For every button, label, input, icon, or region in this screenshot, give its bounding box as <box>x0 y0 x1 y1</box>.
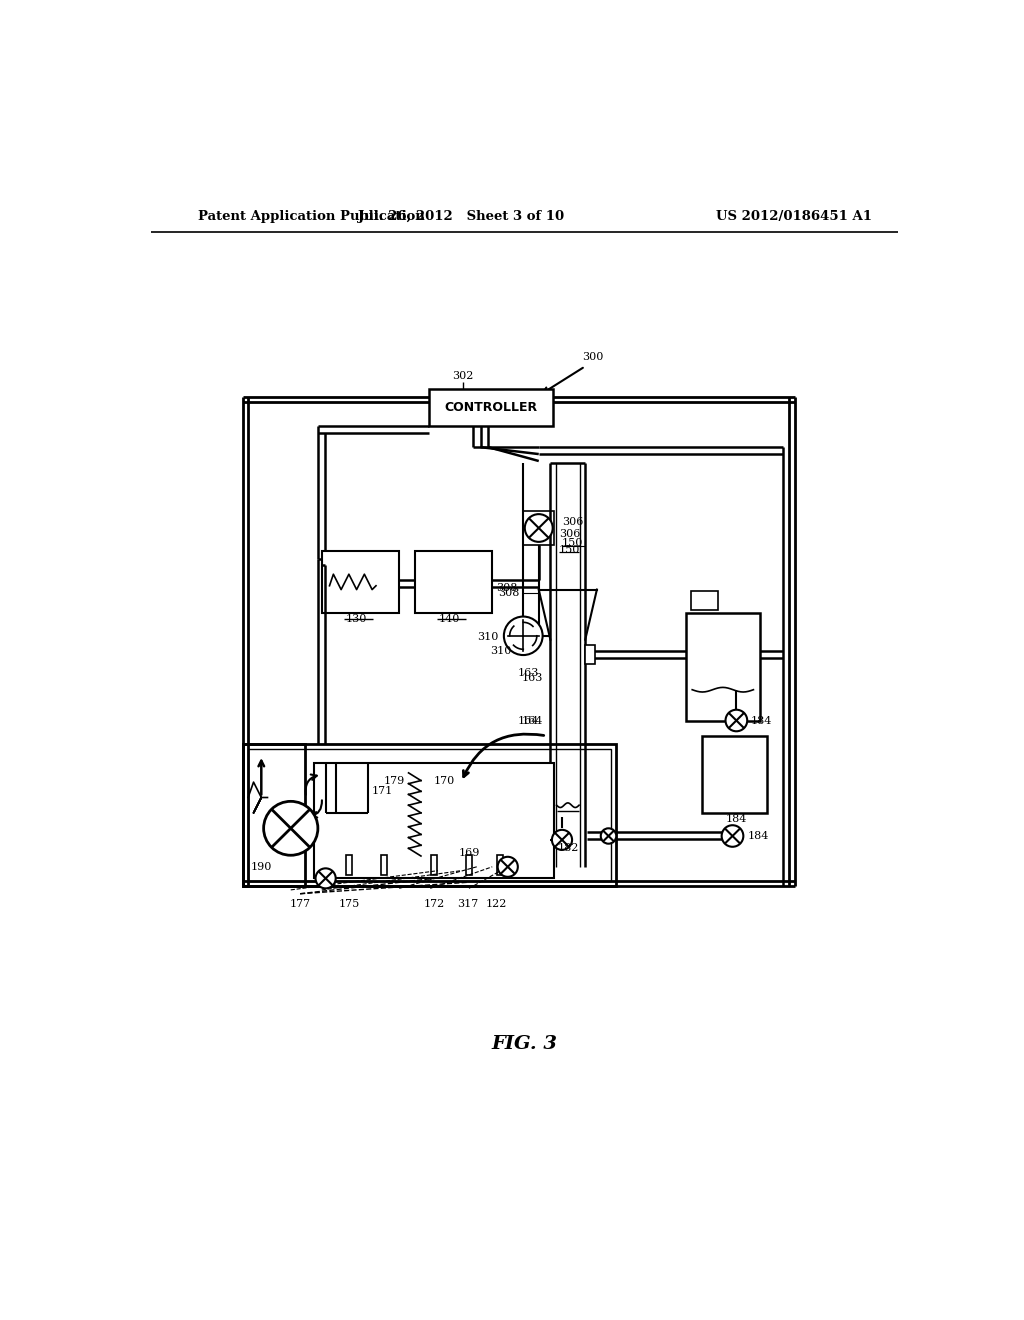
Text: 171: 171 <box>372 787 393 796</box>
Text: 172: 172 <box>424 899 444 908</box>
Text: 308: 308 <box>496 583 517 593</box>
Text: 150: 150 <box>562 539 584 548</box>
Text: Patent Application Publication: Patent Application Publication <box>198 210 425 223</box>
Circle shape <box>722 825 743 847</box>
Bar <box>243 743 616 886</box>
Circle shape <box>552 830 572 850</box>
Bar <box>415 552 493 612</box>
Circle shape <box>726 710 748 731</box>
Text: 184: 184 <box>748 832 769 841</box>
Bar <box>314 763 554 878</box>
Text: 184: 184 <box>751 715 772 726</box>
Bar <box>322 552 399 612</box>
Text: 122: 122 <box>485 899 507 908</box>
Text: US 2012/0186451 A1: US 2012/0186451 A1 <box>717 210 872 223</box>
Text: 163: 163 <box>521 673 543 684</box>
Text: 130: 130 <box>346 614 368 624</box>
Text: 169: 169 <box>459 847 479 858</box>
Text: 306: 306 <box>559 529 581 539</box>
Bar <box>243 743 305 886</box>
Text: 177: 177 <box>290 899 310 908</box>
Bar <box>686 612 760 721</box>
Bar <box>248 748 611 880</box>
Text: 150: 150 <box>559 545 581 554</box>
Bar <box>381 855 387 874</box>
Text: 170: 170 <box>434 776 456 785</box>
Text: 164: 164 <box>517 715 539 726</box>
Text: 317: 317 <box>457 899 478 908</box>
Bar <box>586 645 595 664</box>
Bar <box>466 855 472 874</box>
Text: 182: 182 <box>558 842 580 853</box>
Bar <box>701 737 767 813</box>
Circle shape <box>498 857 518 876</box>
Bar <box>346 855 352 874</box>
Bar <box>431 855 437 874</box>
Circle shape <box>524 513 553 543</box>
Bar <box>497 855 503 874</box>
Text: 310: 310 <box>490 647 512 656</box>
Circle shape <box>504 616 543 655</box>
Text: FIG. 3: FIG. 3 <box>492 1035 558 1053</box>
Bar <box>523 511 554 545</box>
Text: Jul. 26, 2012   Sheet 3 of 10: Jul. 26, 2012 Sheet 3 of 10 <box>358 210 564 223</box>
Text: 306: 306 <box>562 517 584 527</box>
Text: 300: 300 <box>583 352 604 362</box>
Text: 140: 140 <box>439 614 461 624</box>
Text: 164: 164 <box>521 715 543 726</box>
Text: 163: 163 <box>517 668 539 677</box>
Text: 175: 175 <box>338 899 359 908</box>
Text: 184: 184 <box>726 814 748 824</box>
Text: CONTROLLER: CONTROLLER <box>444 401 538 414</box>
Bar <box>429 389 553 426</box>
Circle shape <box>315 869 336 888</box>
Text: 308: 308 <box>498 589 519 598</box>
Bar <box>690 591 718 610</box>
Text: 190: 190 <box>251 862 272 871</box>
Text: 310: 310 <box>477 632 499 643</box>
Text: 302: 302 <box>453 371 473 380</box>
Text: 179: 179 <box>384 776 406 785</box>
Circle shape <box>601 829 616 843</box>
Circle shape <box>263 801 317 855</box>
